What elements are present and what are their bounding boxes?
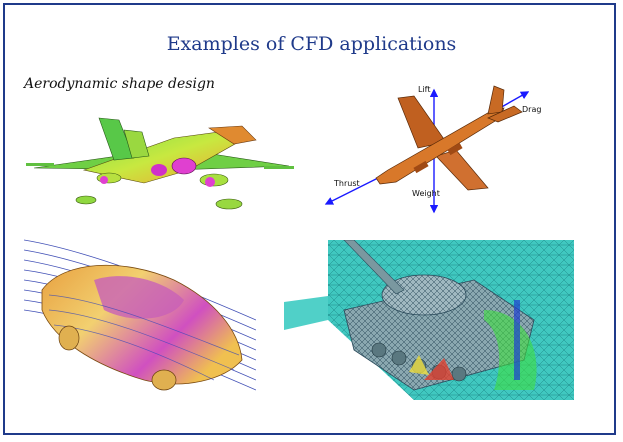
slide-title: Examples of CFD applications bbox=[166, 33, 457, 55]
fighter-jet-cfd-image bbox=[24, 108, 300, 216]
car-streamlines-image bbox=[24, 230, 256, 398]
lift-label: Lift bbox=[418, 85, 431, 94]
tank-mesh-image bbox=[284, 240, 574, 400]
thrust-label: Thrust bbox=[333, 179, 360, 188]
weight-label: Weight bbox=[412, 189, 440, 198]
slide-subtitle: Aerodynamic shape design bbox=[24, 76, 215, 92]
slide-frame bbox=[3, 3, 616, 435]
airliner-forces-diagram: Lift Drag Thrust Weight bbox=[318, 78, 558, 218]
drag-label: Drag bbox=[522, 105, 541, 114]
